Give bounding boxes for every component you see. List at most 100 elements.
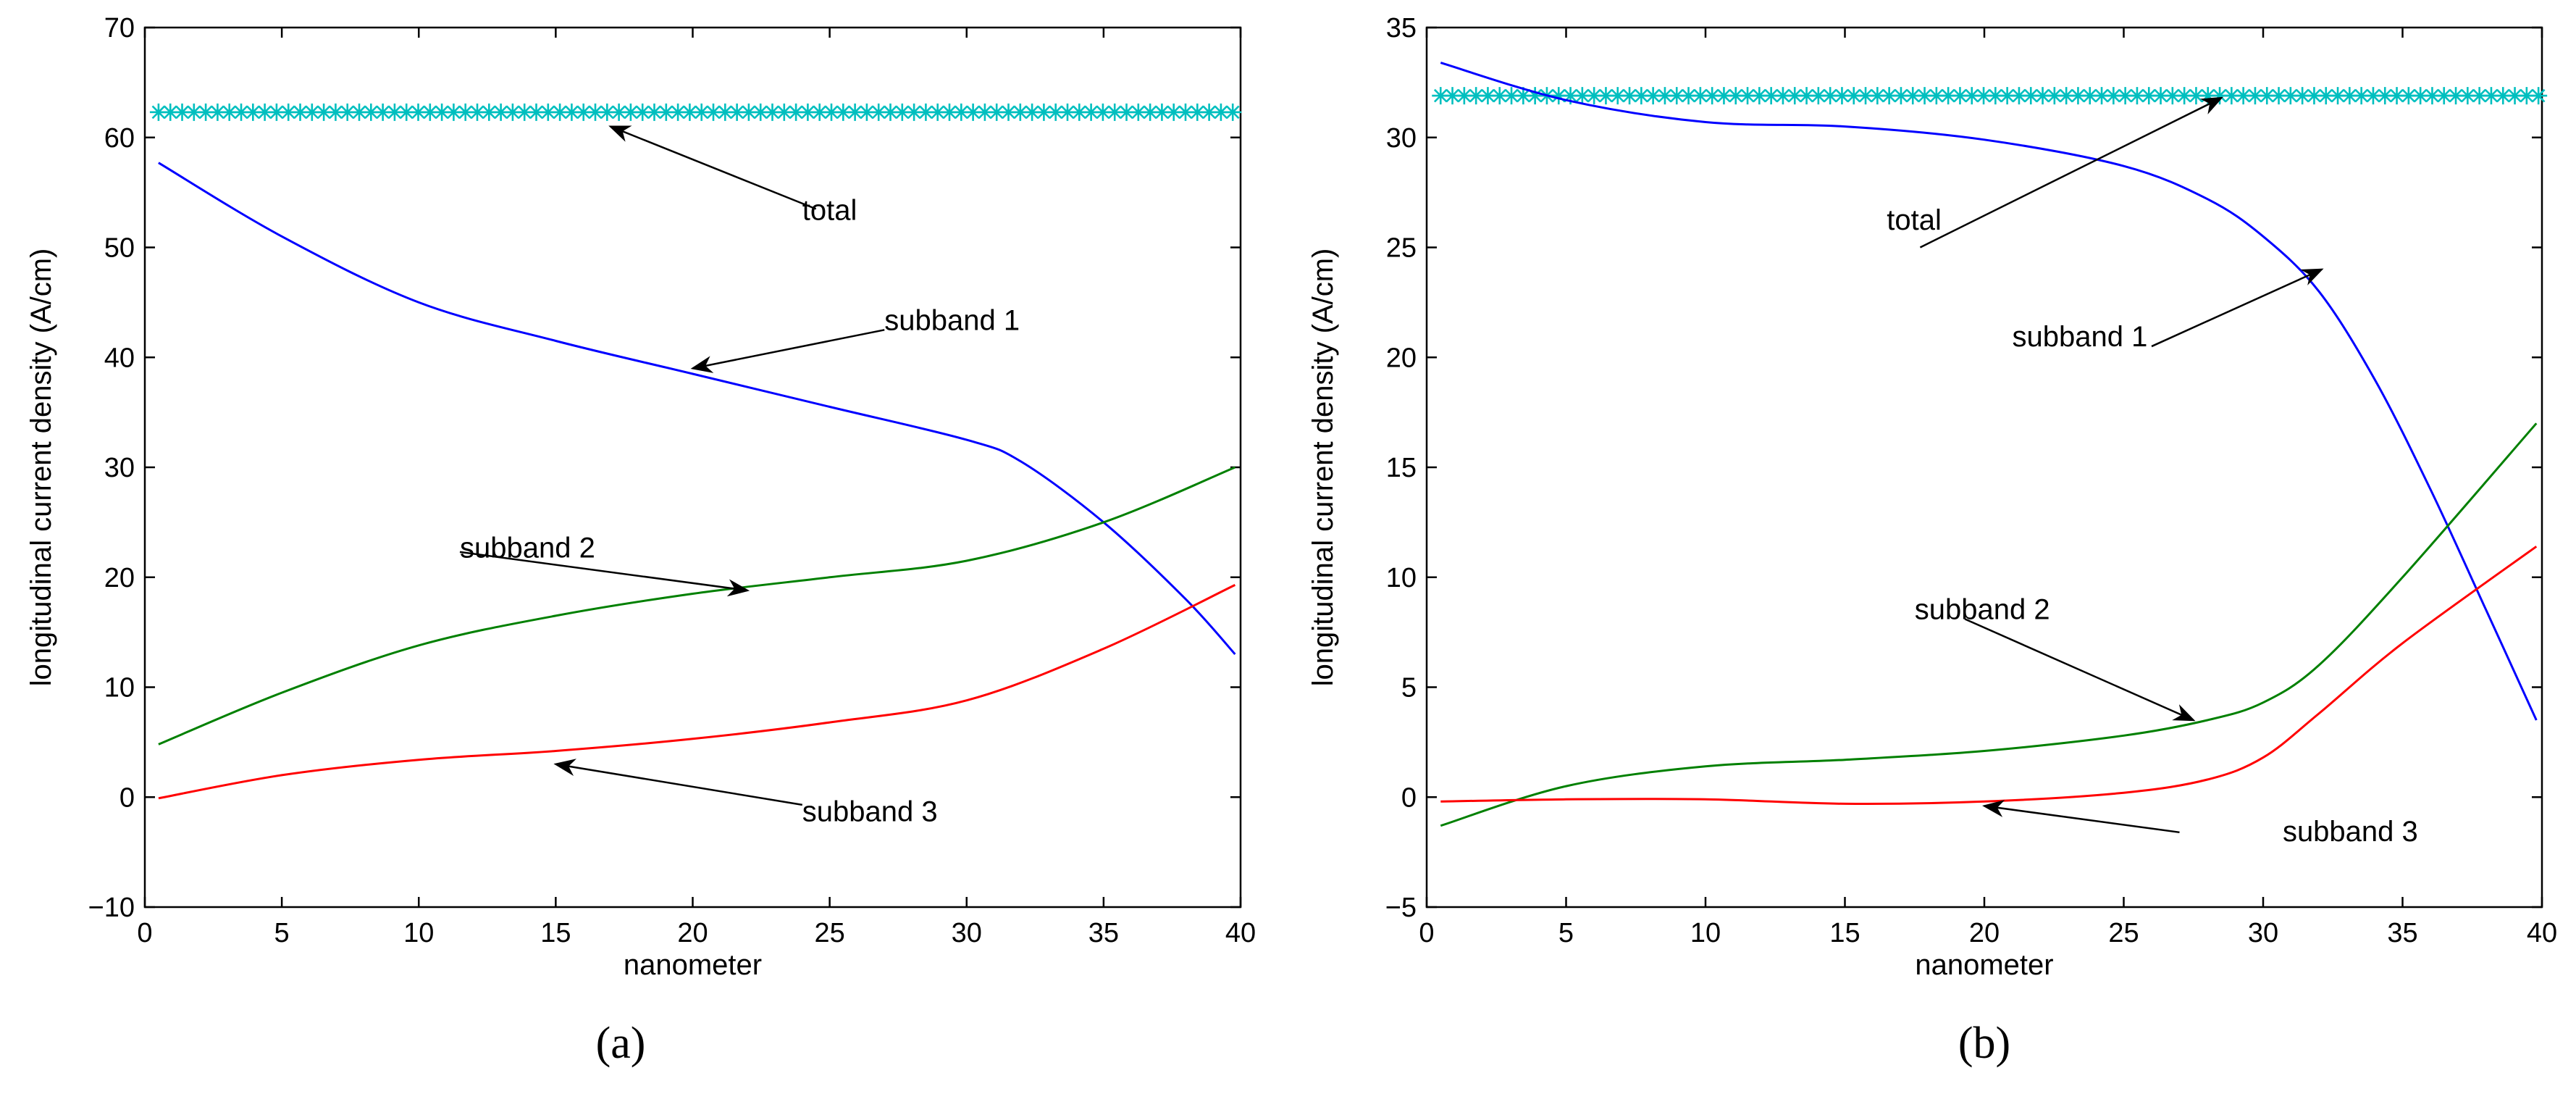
y-tick-label: 10 [104,673,135,703]
total-marker [705,103,723,121]
total-marker [2388,87,2406,105]
total-marker [2093,87,2111,105]
total-marker [445,103,463,121]
total-marker [2010,87,2028,105]
total-marker [2069,87,2087,105]
total-marker [1998,87,2016,105]
total-marker [1106,103,1124,121]
total-marker [2459,87,2477,105]
subband-2-annotation: subband 2 [1915,593,2050,625]
y-tick-label: 20 [104,563,135,593]
x-tick-label: 30 [952,918,982,948]
total-marker [2530,87,2548,105]
total-marker [2376,87,2394,105]
total-marker [2281,87,2299,105]
x-tick-label: 40 [2527,918,2557,948]
total-marker [563,103,581,121]
total-marker [857,103,876,121]
total-marker [2152,87,2170,105]
total-marker [1153,103,1171,121]
total-marker [2294,87,2312,105]
total-marker [503,103,521,121]
total-marker [173,103,191,121]
total-marker [351,103,369,121]
total-marker [1467,87,1485,105]
total-marker [2105,87,2123,105]
total-marker [988,103,1006,121]
panel-b: 0 5 10 15 20 25 30 35 40−505101520253035nanomete… [1307,13,2557,1068]
total-marker [2140,87,2158,105]
total-marker [1432,87,1450,105]
total-marker [551,103,569,121]
total-marker [2341,87,2359,105]
total-marker [1703,87,1721,105]
total-marker [185,103,203,121]
total-marker [634,103,652,121]
total-marker [2317,87,2335,105]
total-marker [2470,87,2488,105]
total-marker [2412,87,2430,105]
total-marker [598,103,616,121]
y-tick-label: 15 [1386,453,1417,483]
total-marker [433,103,451,121]
total-marker [1857,87,1875,105]
x-tick-label: 40 [1225,918,1256,948]
subband-2-arrow [459,551,750,597]
total-marker [2482,87,2500,105]
total-marker [1786,87,1804,105]
subband-3-annotation: subband 3 [802,796,938,828]
total-marker [539,103,557,121]
total-marker [2057,87,2076,105]
total-marker [870,103,888,121]
total-marker [527,103,545,121]
total-marker [823,103,841,121]
total-marker [1200,103,1218,121]
plot-frame [1425,26,2543,909]
total-marker [492,103,510,121]
total-marker [256,103,274,121]
total-marker [2447,87,2465,105]
total-marker [1821,87,1839,105]
total-marker [1188,103,1207,121]
total-marker [2258,87,2276,105]
x-axis-label: nanometer [1915,949,2053,981]
total-marker [1165,103,1183,121]
total-marker [2517,87,2535,105]
x-tick-label: 0 [1419,918,1434,948]
total-marker [244,103,262,121]
y-tick-label: 50 [104,233,135,264]
total-marker [1916,87,1934,105]
total-marker [763,103,781,121]
total-marker [2081,87,2099,105]
y-axis-label: longitudinal current density (A/cm) [1307,249,1339,687]
total-marker [1809,87,1827,105]
subband-2-arrow [1964,618,2196,722]
total-marker [291,103,309,121]
total-marker [964,103,982,121]
total-marker [1585,87,1603,105]
total-marker [456,103,474,121]
total-marker [2435,87,2453,105]
subband-1-annotation: subband 1 [884,304,1020,336]
total-marker [2364,87,2382,105]
total-marker [1526,87,1544,105]
total-marker [1644,87,1662,105]
subband-2-annotation: subband 2 [460,532,595,564]
total-marker [1212,103,1230,121]
y-tick-label: −10 [88,893,135,923]
total-marker [1868,87,1887,105]
y-tick-label: 10 [1386,563,1417,593]
x-tick-label: 20 [1969,918,2000,948]
x-tick-label: 35 [2387,918,2417,948]
y-tick-label: 40 [104,343,135,373]
total-marker [692,103,710,121]
x-axis-label: nanometer [624,949,762,981]
y-tick-label: 0 [1401,782,1417,813]
x-tick-label: 5 [274,918,290,948]
panel-label: (a) [596,1019,646,1068]
total-marker [881,103,899,121]
x-tick-label: 15 [540,918,571,948]
total-marker [2211,87,2229,105]
total-marker [941,103,959,121]
